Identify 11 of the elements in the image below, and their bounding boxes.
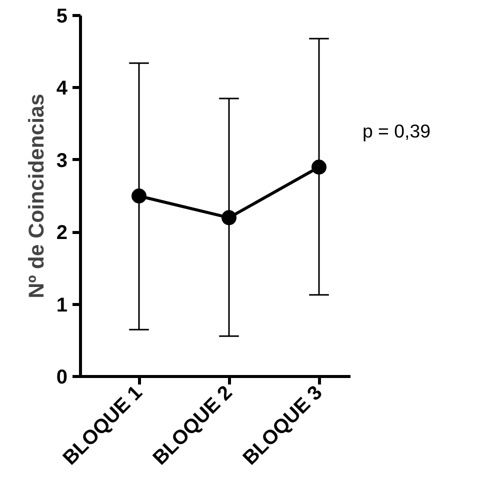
point: [132, 188, 146, 204]
y-tick-label: 1: [56, 294, 68, 316]
y-axis-title: Nº de Coincidencias: [24, 94, 48, 298]
text: p = 0,39: [362, 120, 430, 142]
y-tick-label: 0: [56, 366, 68, 388]
y-tick-label: 2: [56, 222, 68, 244]
y-tick-label: 5: [56, 6, 68, 28]
y-tick-label: 4: [56, 78, 68, 100]
point: [312, 160, 326, 175]
point: [222, 210, 236, 226]
y-tick-label: 3: [56, 150, 68, 172]
